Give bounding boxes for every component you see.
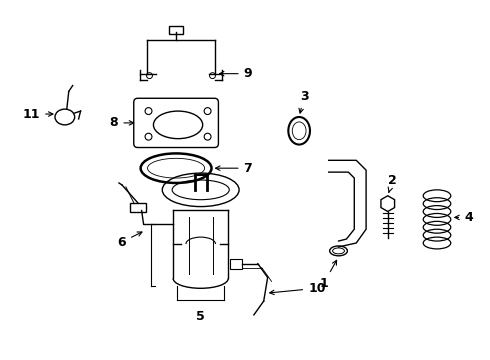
Text: 3: 3 — [299, 90, 308, 113]
Bar — [130, 203, 146, 212]
Bar — [169, 26, 183, 34]
Text: 7: 7 — [216, 162, 252, 175]
Bar — [230, 259, 242, 269]
Text: 9: 9 — [220, 67, 252, 80]
Text: 11: 11 — [23, 108, 53, 121]
Text: 5: 5 — [196, 310, 205, 323]
Text: 2: 2 — [388, 174, 397, 192]
Text: 4: 4 — [455, 211, 473, 224]
Text: 1: 1 — [319, 260, 337, 290]
Text: 8: 8 — [110, 116, 134, 129]
Text: 6: 6 — [118, 232, 142, 248]
Text: 10: 10 — [270, 282, 326, 295]
